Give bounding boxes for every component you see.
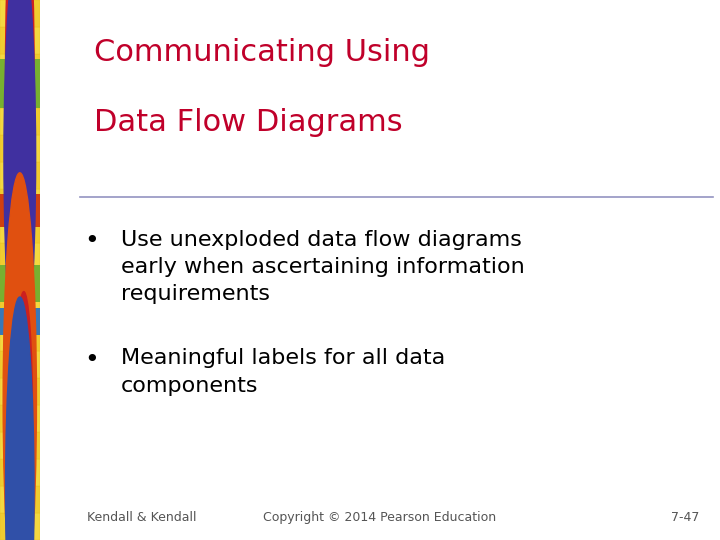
Circle shape: [3, 173, 37, 540]
Bar: [0, 378, 20, 405]
Bar: [20, 486, 40, 513]
Bar: [0, 108, 20, 135]
Bar: [0, 54, 20, 81]
Bar: [20, 432, 40, 459]
Bar: [0, 216, 20, 243]
Bar: [20, 81, 40, 108]
Circle shape: [15, 292, 32, 529]
Bar: [20, 324, 40, 351]
Bar: [20, 189, 40, 216]
Bar: [20, 513, 40, 540]
Bar: [0, 486, 20, 513]
Bar: [0, 194, 40, 227]
Bar: [20, 0, 40, 27]
Bar: [0, 189, 20, 216]
Bar: [0, 265, 40, 302]
Circle shape: [6, 0, 34, 259]
Bar: [0, 405, 20, 432]
Bar: [0, 459, 20, 486]
Bar: [0, 351, 20, 378]
Text: Copyright © 2014 Pearson Education: Copyright © 2014 Pearson Education: [264, 511, 496, 524]
Text: Use unexploded data flow diagrams
early when ascertaining information
requiremen: Use unexploded data flow diagrams early …: [121, 230, 525, 304]
Text: Kendall & Kendall: Kendall & Kendall: [87, 511, 197, 524]
Bar: [20, 162, 40, 189]
Bar: [0, 432, 20, 459]
Bar: [0, 27, 20, 54]
Text: •: •: [84, 348, 99, 372]
Bar: [0, 308, 40, 335]
Bar: [0, 162, 20, 189]
Bar: [0, 243, 20, 270]
Bar: [0, 324, 20, 351]
Circle shape: [6, 297, 34, 540]
Bar: [20, 270, 40, 297]
Circle shape: [13, 178, 27, 362]
Bar: [0, 59, 40, 108]
Bar: [20, 54, 40, 81]
Bar: [20, 108, 40, 135]
Bar: [0, 81, 20, 108]
Bar: [20, 405, 40, 432]
Bar: [20, 135, 40, 162]
Bar: [20, 351, 40, 378]
Bar: [20, 378, 40, 405]
Bar: [20, 243, 40, 270]
Bar: [20, 216, 40, 243]
Bar: [0, 513, 20, 540]
Circle shape: [4, 0, 36, 373]
Bar: [10, 0, 30, 540]
Bar: [20, 459, 40, 486]
Bar: [20, 297, 40, 324]
Bar: [0, 135, 20, 162]
Bar: [0, 0, 20, 27]
Bar: [0, 270, 20, 297]
Bar: [0, 297, 20, 324]
Text: •: •: [84, 230, 99, 253]
Text: Meaningful labels for all data
components: Meaningful labels for all data component…: [121, 348, 446, 395]
Text: Communicating Using: Communicating Using: [94, 38, 430, 67]
Text: 7-47: 7-47: [671, 511, 700, 524]
Text: Data Flow Diagrams: Data Flow Diagrams: [94, 108, 402, 137]
Bar: [20, 27, 40, 54]
